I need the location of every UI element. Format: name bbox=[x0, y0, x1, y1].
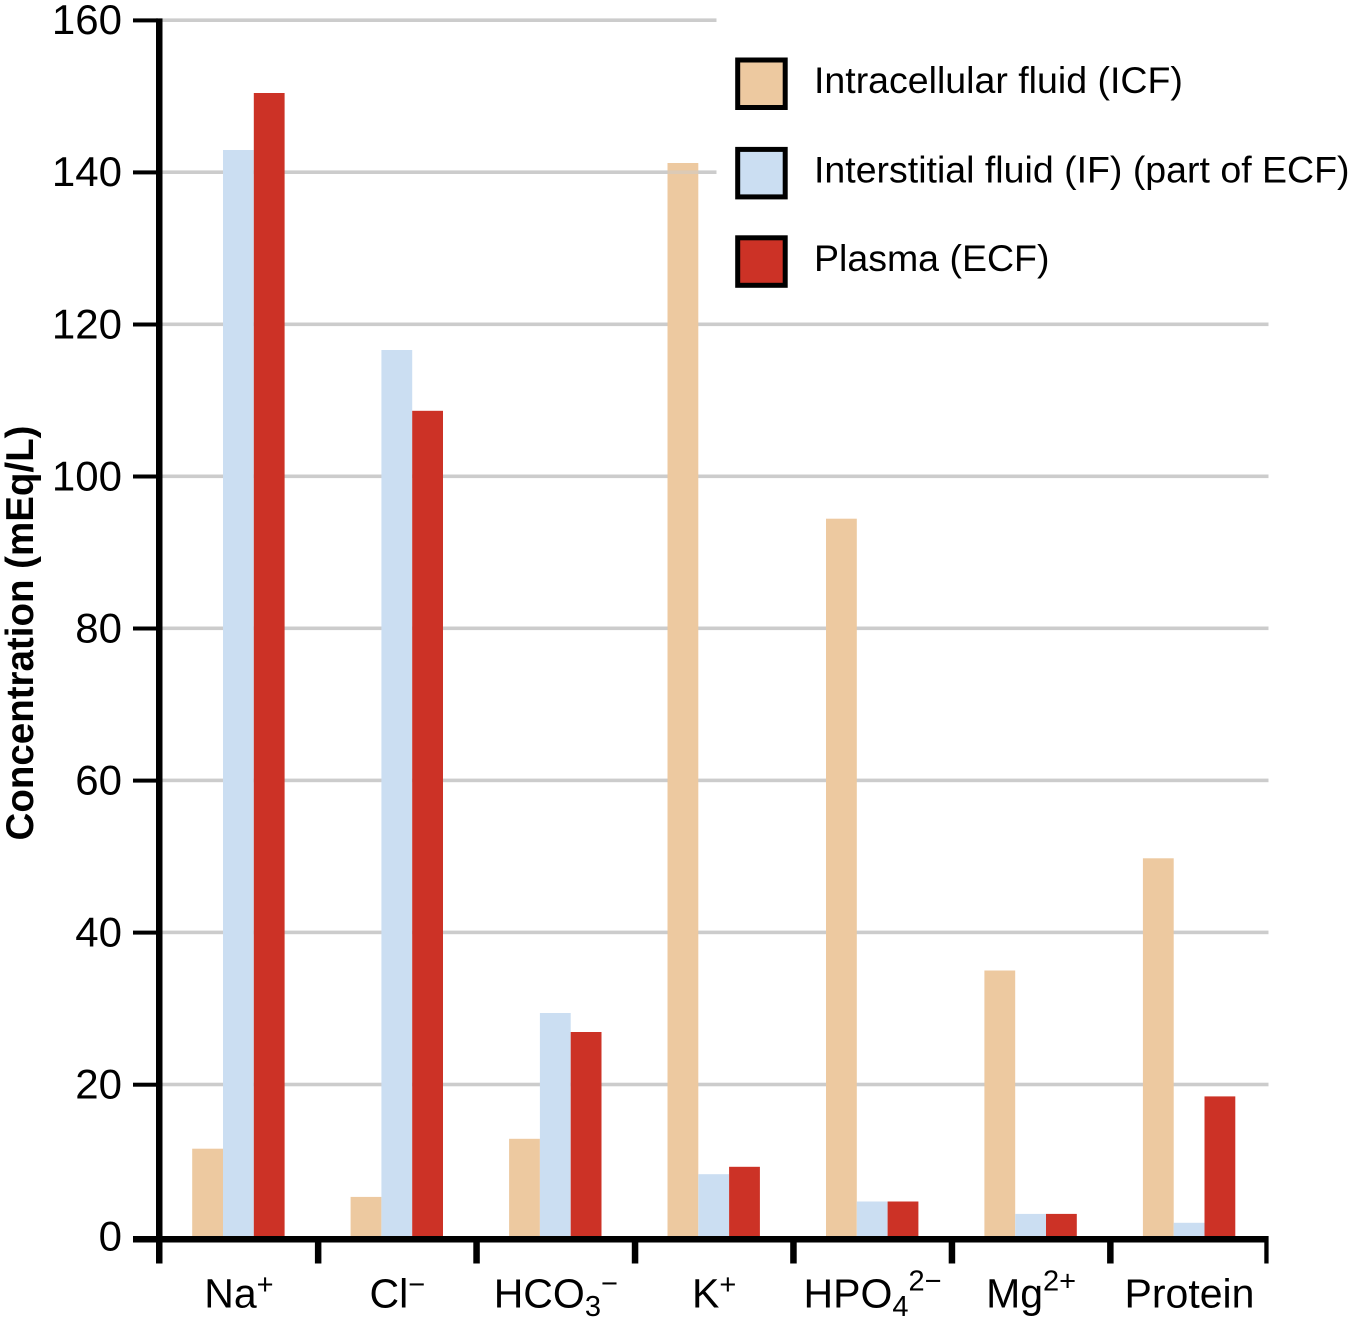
svg-text:Plasma (ECF): Plasma (ECF) bbox=[814, 237, 1049, 279]
svg-text:0: 0 bbox=[99, 1213, 122, 1260]
svg-text:40: 40 bbox=[75, 908, 122, 955]
svg-text:Concentration (mEq/L): Concentration (mEq/L) bbox=[0, 426, 42, 841]
svg-text:Intracellular fluid (ICF): Intracellular fluid (ICF) bbox=[814, 59, 1183, 101]
svg-text:120: 120 bbox=[52, 300, 122, 347]
svg-text:80: 80 bbox=[75, 604, 122, 651]
svg-text:160: 160 bbox=[52, 0, 122, 43]
svg-text:60: 60 bbox=[75, 756, 122, 803]
svg-text:Interstitial fluid (IF) (part: Interstitial fluid (IF) (part of ECF) bbox=[814, 149, 1350, 191]
svg-text:20: 20 bbox=[75, 1061, 122, 1108]
svg-text:Protein: Protein bbox=[1125, 1271, 1255, 1317]
svg-text:140: 140 bbox=[52, 148, 122, 195]
svg-text:Mg2+: Mg2+ bbox=[986, 1266, 1076, 1317]
svg-text:100: 100 bbox=[52, 452, 122, 499]
